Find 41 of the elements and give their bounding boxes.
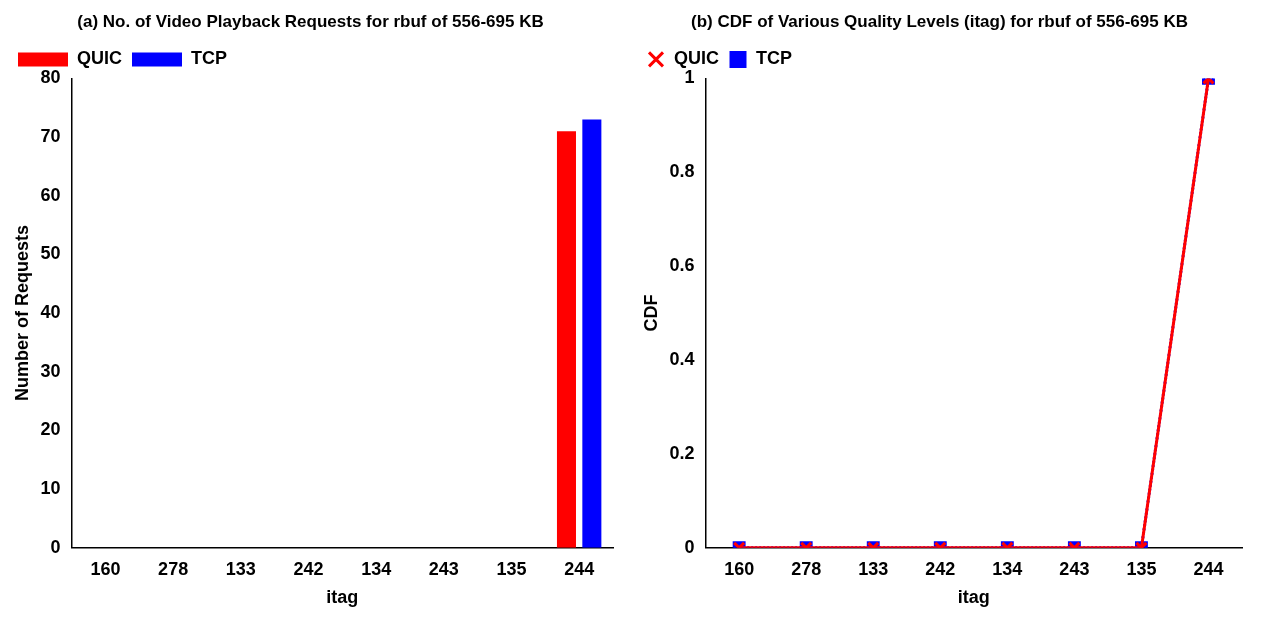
x-tick-label: 243	[428, 558, 459, 579]
x-tick-label: 135	[496, 558, 527, 579]
x-axis-title: itag	[326, 587, 359, 608]
x-tick-label: 160	[724, 558, 755, 579]
x-tick-label: 244	[564, 558, 595, 579]
y-tick-label: 0.8	[669, 161, 695, 182]
x-tick-label: 278	[158, 558, 189, 579]
y-tick-label: 10	[40, 478, 61, 499]
y-tick-label: 30	[40, 360, 61, 381]
y-tick-label: 0	[50, 536, 61, 557]
y-tick-label: 1	[684, 67, 695, 88]
chart-title: (a) No. of Video Playback Requests for rbuf of 556-695 KB	[77, 11, 544, 31]
y-tick-label: 0.4	[669, 349, 695, 370]
y-tick-label: 40	[40, 302, 61, 323]
legend-label: TCP	[756, 48, 792, 69]
x-tick-label: 242	[293, 558, 324, 579]
y-tick-label: 80	[40, 67, 61, 88]
x-tick-label: 242	[925, 558, 956, 579]
y-tick-label: 0.6	[669, 255, 695, 276]
x-tick-label: 244	[1193, 558, 1224, 579]
x-tick-label: 135	[1126, 558, 1157, 579]
y-tick-label: 70	[40, 126, 61, 147]
legend-label: TCP	[191, 48, 227, 69]
x-tick-label: 133	[858, 558, 889, 579]
y-axis-title: Number of Requests	[11, 225, 32, 402]
x-tick-label: 134	[361, 558, 392, 579]
legend-label: QUIC	[77, 48, 122, 69]
y-tick-label: 50	[40, 243, 61, 264]
y-tick-label: 0	[684, 536, 695, 557]
y-tick-label: 20	[40, 419, 61, 440]
legend-label: QUIC	[674, 48, 719, 69]
x-tick-label: 160	[90, 558, 121, 579]
chart-title: (b) CDF of Various Quality Levels (itag) for rbuf of 556-695 KB	[691, 11, 1188, 31]
y-tick-label: 0.2	[669, 442, 695, 463]
x-axis-title: itag	[957, 587, 990, 608]
x-tick-label: 278	[791, 558, 822, 579]
x-tick-label: 133	[225, 558, 256, 579]
y-axis-title: CDF	[640, 294, 661, 332]
x-tick-label: 243	[1059, 558, 1090, 579]
y-tick-label: 60	[40, 184, 61, 205]
x-tick-label: 134	[992, 558, 1023, 579]
